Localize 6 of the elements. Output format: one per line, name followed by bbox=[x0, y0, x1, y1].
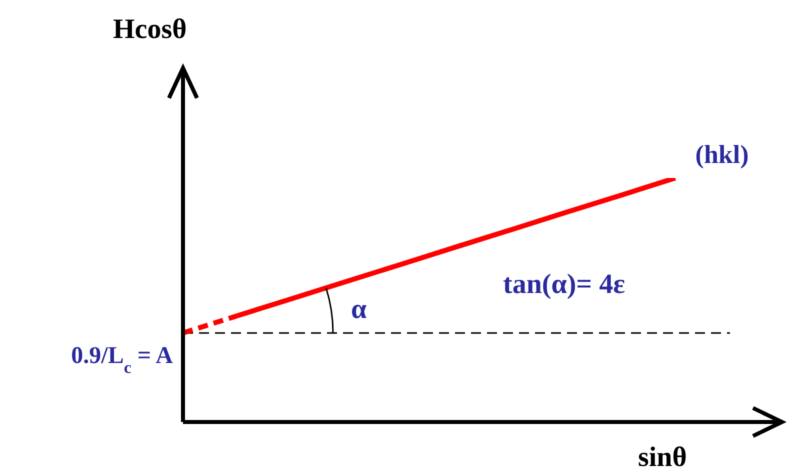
y-axis-title: Hcosθ bbox=[113, 14, 187, 45]
annotation: tan(α)= 4ε bbox=[503, 268, 626, 300]
x-axis-title: sinθ bbox=[638, 442, 687, 470]
series-label: (hkl) bbox=[695, 140, 749, 169]
ref-line-label: 0.9/L$_{c}$ = A bbox=[71, 342, 174, 376]
annotation: α bbox=[351, 294, 367, 325]
